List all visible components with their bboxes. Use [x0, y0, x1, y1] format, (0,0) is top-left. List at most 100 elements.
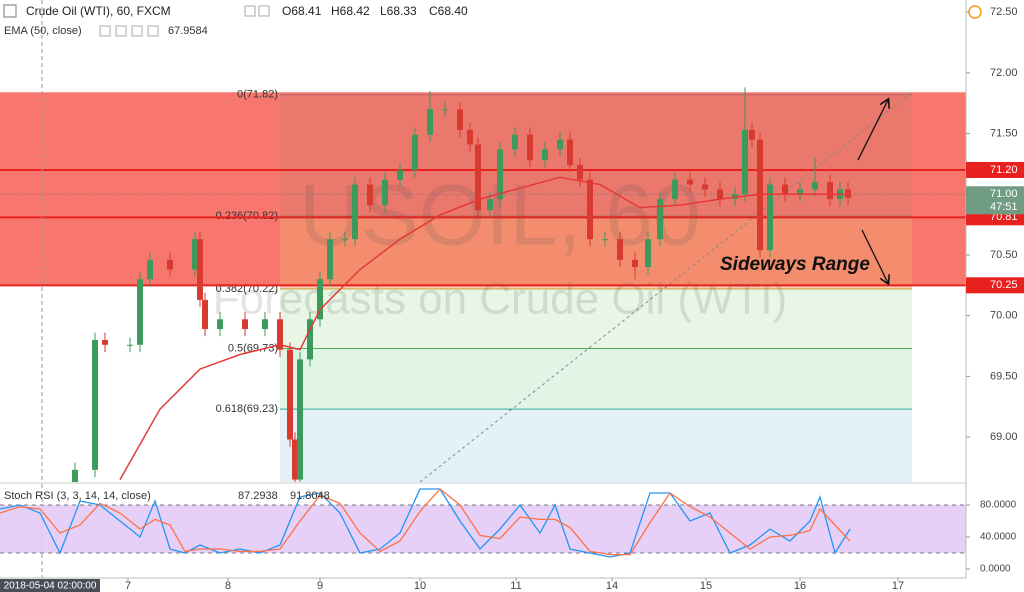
fib-label: 0(71.82) — [237, 89, 278, 101]
axes: 72.50 72.00 71.50 71.00 70.50 70.00 69.50 69.00… — [0, 6, 1024, 592]
stoch-value: 87.2938 — [238, 490, 278, 502]
candle-body — [72, 469, 78, 482]
crosshair-date: 2018-05-04 02:00:00 — [4, 581, 97, 592]
candle-body — [577, 165, 583, 180]
price-marker — [966, 161, 1024, 178]
time-axis — [0, 578, 1024, 592]
ohlc-value: O68.41 — [282, 4, 322, 18]
crosshair-date-box — [0, 579, 100, 592]
ema-legend: EMA (50, close) — [4, 25, 82, 37]
candle-body — [412, 134, 418, 170]
x-tick-label: 8 — [225, 580, 231, 592]
ema-line — [119, 176, 850, 480]
arrow-up — [857, 100, 888, 161]
ohlc-value: H68.42 — [331, 4, 370, 18]
candle-body — [645, 239, 651, 268]
countdown: 47:51 — [990, 201, 1018, 213]
ema-value: 67.9584 — [168, 25, 208, 37]
settings-icon[interactable] — [258, 5, 270, 17]
x-tick-label: 17 — [892, 580, 904, 592]
y-tick-label: 69.00 — [990, 431, 1018, 443]
price-axis — [966, 0, 1024, 592]
candle-body — [687, 179, 693, 185]
candle-body — [202, 299, 208, 330]
candle-body — [192, 239, 198, 270]
x-tick-label: 7 — [125, 580, 131, 592]
candle-body — [672, 179, 678, 200]
candle-body — [542, 149, 548, 161]
candle-body — [457, 109, 463, 130]
settings-icon[interactable] — [244, 5, 256, 17]
y-tick-label: 80.0000 — [980, 500, 1017, 511]
collapse-icon[interactable] — [3, 4, 17, 18]
ohlc-value: C68.40 — [429, 4, 468, 18]
y-tick-label: 40.0000 — [980, 532, 1017, 543]
candle-body — [217, 319, 223, 330]
candle-body — [102, 339, 108, 345]
candle-body — [397, 169, 403, 180]
main-pane: 0(71.82)0.236(70.82)0.382(70.22)0.5(69.7… — [0, 0, 966, 482]
candle-body — [497, 149, 503, 200]
price-marker-label: 71.20 — [990, 164, 1018, 176]
candle-body — [702, 184, 708, 190]
settings-icon[interactable] — [131, 25, 143, 37]
candle-body — [442, 109, 448, 111]
candle-body — [797, 189, 803, 195]
trend-line — [419, 91, 913, 482]
candle-body — [657, 199, 663, 240]
price-marker-label: 70.25 — [990, 279, 1018, 291]
stoch-line — [0, 488, 851, 556]
candle-body — [467, 129, 473, 145]
candle-body — [127, 344, 133, 346]
candle-body — [352, 184, 358, 240]
settings-icon[interactable] — [147, 25, 159, 37]
candle-body — [557, 139, 563, 150]
candle-body — [242, 319, 248, 330]
candle-body — [632, 259, 638, 268]
settings-icon[interactable] — [99, 25, 111, 37]
candle-body — [147, 259, 153, 280]
clock-icon[interactable] — [968, 5, 982, 19]
candle-body — [512, 134, 518, 150]
annotation: Sideways Range — [720, 254, 870, 275]
candle-body — [307, 319, 313, 360]
chart-title: Crude Oil (WTI), 60, FXCM — [26, 4, 171, 18]
fib-zone — [280, 216, 912, 289]
candle-body — [812, 182, 818, 190]
y-tick-label: 71.50 — [990, 127, 1018, 139]
candle-body — [137, 279, 143, 345]
y-tick-label: 70.00 — [990, 310, 1018, 322]
candle-body — [567, 139, 573, 166]
stoch-value: 91.8048 — [290, 490, 330, 502]
stoch-line — [0, 488, 851, 558]
candle-body — [317, 279, 323, 320]
candle-body — [382, 179, 388, 206]
candle-body — [277, 319, 283, 350]
candle-body — [827, 182, 833, 200]
candle-body — [367, 184, 373, 206]
x-tick-label: 11 — [510, 580, 521, 592]
stoch-band — [0, 505, 966, 553]
candle-body — [92, 339, 98, 470]
candle-body — [782, 184, 788, 195]
x-tick-label: 16 — [794, 580, 806, 592]
candle-body — [749, 129, 755, 140]
y-tick-label: 69.50 — [990, 370, 1018, 382]
candle-body — [292, 439, 298, 480]
watermark: Forecasts on Crude Oil (WTI) — [213, 275, 788, 324]
candle-body — [427, 109, 433, 135]
settings-icon[interactable] — [115, 25, 127, 37]
y-tick-label: 72.00 — [990, 67, 1018, 79]
candle-body — [587, 179, 593, 240]
fib-zone — [280, 348, 912, 410]
stoch-legend: Stoch RSI (3, 3, 14, 14, close) — [4, 490, 151, 502]
candle-body — [767, 184, 773, 251]
ohlc-value: L68.33 — [380, 4, 417, 18]
candle-body — [342, 239, 348, 241]
price-marker — [966, 277, 1024, 294]
fib-label: 0.236(70.82) — [216, 210, 278, 222]
candle-body — [197, 239, 203, 300]
last-price-marker — [966, 186, 1024, 215]
x-tick-label: 10 — [414, 580, 426, 592]
